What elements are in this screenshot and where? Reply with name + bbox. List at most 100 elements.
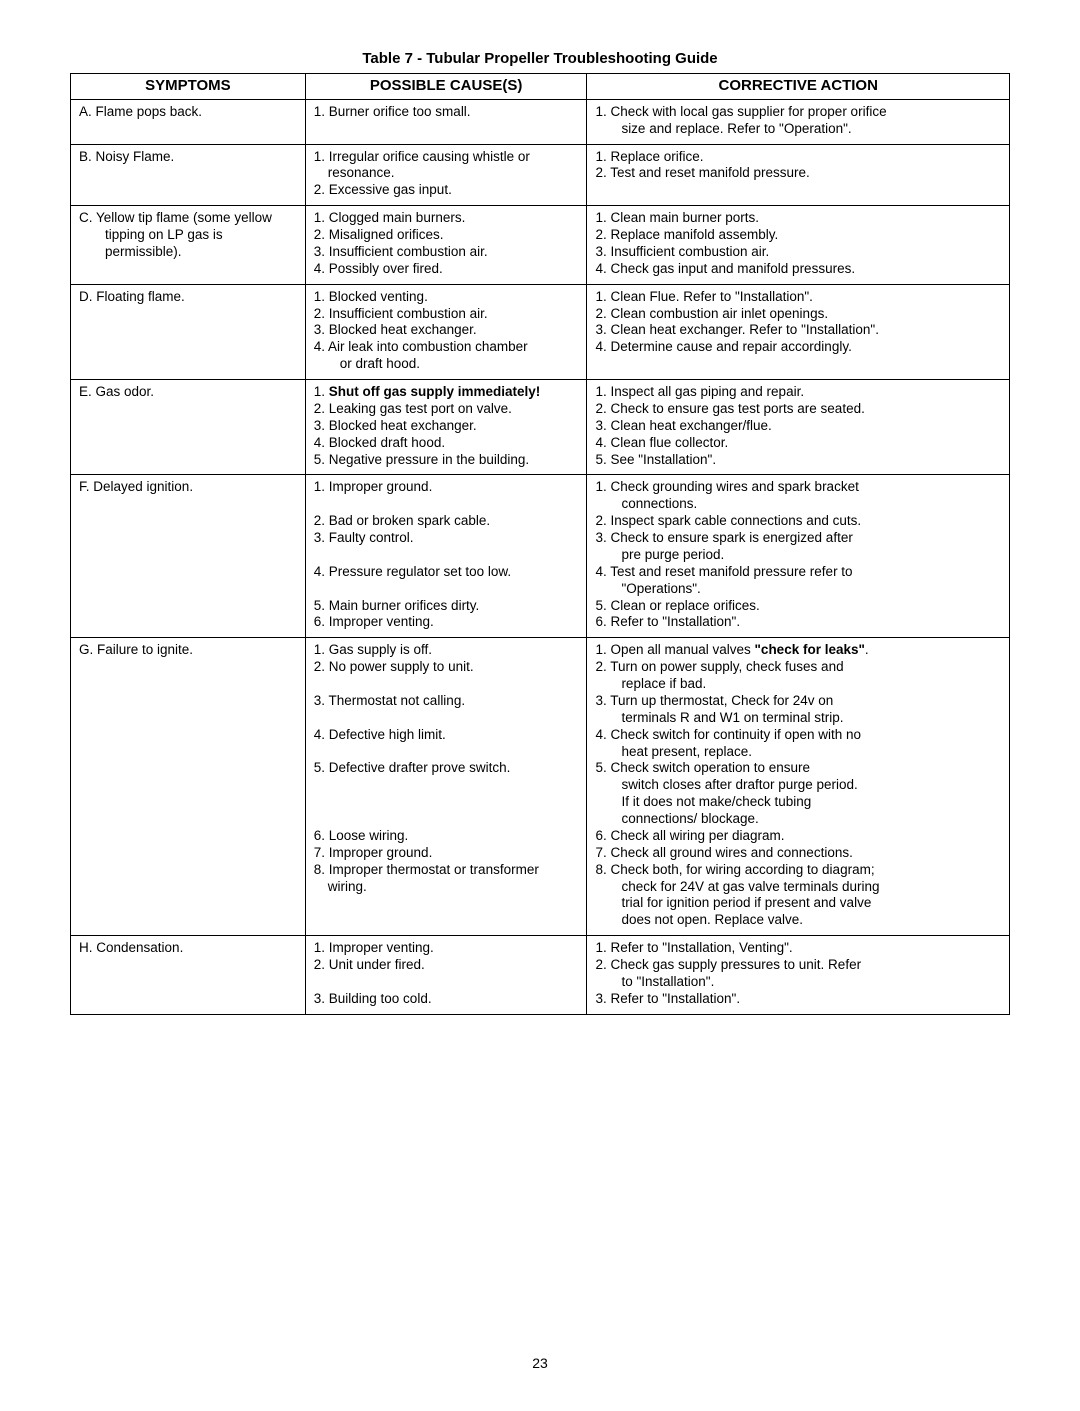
action-text: 5. Clean or replace orifices.: [595, 598, 1001, 615]
table-row: A. Flame pops back. 1. Burner orifice to…: [71, 99, 1010, 144]
table-row: H. Condensation. 1. Improper venting. 2.…: [71, 936, 1010, 1015]
action-text: 3. Refer to "Installation".: [595, 991, 1001, 1008]
cause-text: 6. Loose wiring.: [314, 828, 579, 845]
action-text: 2. Replace manifold assembly.: [595, 227, 1001, 244]
action-text: 4. Test and reset manifold pressure refe…: [595, 564, 1001, 581]
action-text: 4. Determine cause and repair accordingl…: [595, 339, 1001, 356]
action-text: 4. Check gas input and manifold pressure…: [595, 261, 1001, 278]
action-text: 3. Clean heat exchanger/flue.: [595, 418, 1001, 435]
cause-text: 3. Insufficient combustion air.: [314, 244, 579, 261]
symptom-text: D. Floating flame.: [79, 289, 297, 306]
action-text: 2. Turn on power supply, check fuses and: [595, 659, 1001, 676]
cause-text: 6. Improper venting.: [314, 614, 579, 631]
action-text: 4. Check switch for continuity if open w…: [595, 727, 1001, 744]
table-row: B. Noisy Flame. 1. Irregular orifice cau…: [71, 144, 1010, 206]
cause-text: 2. No power supply to unit.: [314, 659, 579, 676]
cause-text: 4. Defective high limit.: [314, 727, 579, 744]
action-text: 1. Clean main burner ports.: [595, 210, 1001, 227]
action-text: 1. Replace orifice.: [595, 149, 1001, 166]
cause-text: 1. Irregular orifice causing whistle or …: [314, 149, 579, 183]
cause-text: 3. Blocked heat exchanger.: [314, 322, 579, 339]
action-text: 3. Insufficient combustion air.: [595, 244, 1001, 261]
action-text: If it does not make/check tubing: [595, 794, 1001, 811]
symptom-text: F. Delayed ignition.: [79, 479, 297, 496]
page-number: 23: [70, 1355, 1010, 1371]
table-row: G. Failure to ignite. 1. Gas supply is o…: [71, 638, 1010, 936]
action-text: 2. Test and reset manifold pressure.: [595, 165, 1001, 182]
table-header-row: SYMPTOMS POSSIBLE CAUSE(S) CORRECTIVE AC…: [71, 74, 1010, 100]
action-text: 7. Check all ground wires and connection…: [595, 845, 1001, 862]
symptom-text: H. Condensation.: [79, 940, 297, 957]
cause-text: 1. Improper venting.: [314, 940, 579, 957]
action-text: pre purge period.: [595, 547, 1001, 564]
symptom-text: C. Yellow tip flame (some yellow: [79, 210, 297, 227]
cause-text: or draft hood.: [314, 356, 579, 373]
action-text: terminals R and W1 on terminal strip.: [595, 710, 1001, 727]
symptom-text: G. Failure to ignite.: [79, 642, 297, 659]
action-text: "Operations".: [595, 581, 1001, 598]
action-text: 1. Open all manual valves "check for lea…: [595, 642, 1001, 659]
action-text: connections/ blockage.: [595, 811, 1001, 828]
action-text: 4. Clean flue collector.: [595, 435, 1001, 452]
symptom-text: tipping on LP gas is permissible).: [79, 227, 297, 261]
header-causes: POSSIBLE CAUSE(S): [305, 74, 587, 100]
action-text: heat present, replace.: [595, 744, 1001, 761]
action-text: 1. Clean Flue. Refer to "Installation".: [595, 289, 1001, 306]
table-row: C. Yellow tip flame (some yellow tipping…: [71, 206, 1010, 285]
cause-text: 2. Leaking gas test port on valve.: [314, 401, 579, 418]
cause-text: 2. Bad or broken spark cable.: [314, 513, 579, 530]
action-text: 3. Check to ensure spark is energized af…: [595, 530, 1001, 547]
action-text: 3. Clean heat exchanger. Refer to "Insta…: [595, 322, 1001, 339]
cause-text: 4. Pressure regulator set too low.: [314, 564, 579, 581]
cause-text: 5. Main burner orifices dirty.: [314, 598, 579, 615]
action-text: 2. Check to ensure gas test ports are se…: [595, 401, 1001, 418]
action-text: 5. See "Installation".: [595, 452, 1001, 469]
cause-text: 7. Improper ground.: [314, 845, 579, 862]
symptom-text: A. Flame pops back.: [79, 104, 297, 121]
action-text: switch closes after draftor purge period…: [595, 777, 1001, 794]
cause-text: 1. Burner orifice too small.: [314, 104, 579, 121]
cause-text: 4. Blocked draft hood.: [314, 435, 579, 452]
table-row: F. Delayed ignition. 1. Improper ground.…: [71, 475, 1010, 638]
table-row: D. Floating flame. 1. Blocked venting. 2…: [71, 284, 1010, 379]
header-symptoms: SYMPTOMS: [71, 74, 306, 100]
action-text: size and replace. Refer to "Operation".: [595, 121, 1001, 138]
action-text: does not open. Replace valve.: [595, 912, 1001, 929]
troubleshooting-table: SYMPTOMS POSSIBLE CAUSE(S) CORRECTIVE AC…: [70, 73, 1010, 1015]
cause-text: 3. Faulty control.: [314, 530, 579, 547]
action-text: 6. Refer to "Installation".: [595, 614, 1001, 631]
cause-text: 5. Defective drafter prove switch.: [314, 760, 579, 777]
action-text: 6. Check all wiring per diagram.: [595, 828, 1001, 845]
action-text: 1. Refer to "Installation, Venting".: [595, 940, 1001, 957]
action-text: 1. Inspect all gas piping and repair.: [595, 384, 1001, 401]
cause-text: 4. Possibly over fired.: [314, 261, 579, 278]
cause-text: 2. Insufficient combustion air.: [314, 306, 579, 323]
table-row: E. Gas odor. 1. Shut off gas supply imme…: [71, 380, 1010, 475]
symptom-text: B. Noisy Flame.: [79, 149, 297, 166]
cause-text: 1. Clogged main burners.: [314, 210, 579, 227]
table-title: Table 7 - Tubular Propeller Troubleshoot…: [70, 50, 1010, 67]
cause-text: 1. Gas supply is off.: [314, 642, 579, 659]
cause-text: 3. Thermostat not calling.: [314, 693, 579, 710]
action-text: 1. Check with local gas supplier for pro…: [595, 104, 1001, 121]
cause-text: 2. Unit under fired.: [314, 957, 579, 974]
action-text: 1. Check grounding wires and spark brack…: [595, 479, 1001, 496]
action-text: 2. Inspect spark cable connections and c…: [595, 513, 1001, 530]
action-text: 5. Check switch operation to ensure: [595, 760, 1001, 777]
action-text: 3. Turn up thermostat, Check for 24v on: [595, 693, 1001, 710]
cause-text: 2. Misaligned orifices.: [314, 227, 579, 244]
action-text: replace if bad.: [595, 676, 1001, 693]
action-text: check for 24V at gas valve terminals dur…: [595, 879, 1001, 896]
action-text: 2. Check gas supply pressures to unit. R…: [595, 957, 1001, 974]
cause-text: 5. Negative pressure in the building.: [314, 452, 579, 469]
cause-text: 1. Improper ground.: [314, 479, 579, 496]
cause-text: 3. Blocked heat exchanger.: [314, 418, 579, 435]
header-action: CORRECTIVE ACTION: [587, 74, 1010, 100]
action-text: 2. Clean combustion air inlet openings.: [595, 306, 1001, 323]
action-text: to "Installation".: [595, 974, 1001, 991]
action-text: 8. Check both, for wiring according to d…: [595, 862, 1001, 879]
cause-text: 1. Blocked venting.: [314, 289, 579, 306]
cause-text: 4. Air leak into combustion chamber: [314, 339, 579, 356]
symptom-text: E. Gas odor.: [79, 384, 297, 401]
cause-text: 8. Improper thermostat or transformer wi…: [314, 862, 579, 896]
